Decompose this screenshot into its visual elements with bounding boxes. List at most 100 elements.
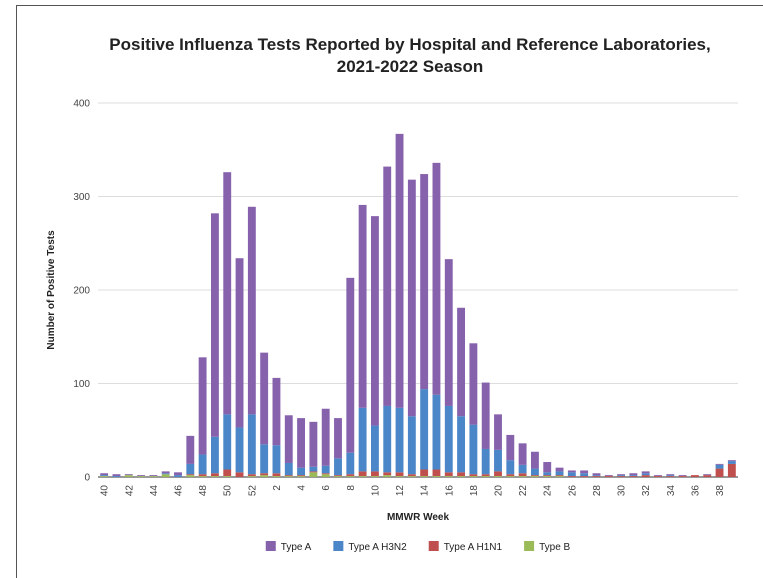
bar-segment [481,476,490,477]
bar-segment [580,473,589,477]
bar-segment [432,394,441,470]
bar-segment [543,472,552,476]
bar-segment [321,408,330,466]
bar-segment [383,405,392,473]
legend-label: Type B [539,542,570,553]
bar-segment [727,463,736,477]
bar-segment [334,418,342,459]
bar-segment [457,476,466,477]
x-tick-label: 46 [174,485,185,497]
bar-segment [444,476,453,477]
bar-segment [678,476,687,477]
bar-segment [309,471,318,473]
legend-swatch [333,541,344,551]
bar-segment [321,473,330,475]
bar-segment [100,475,109,477]
bar-segment [223,414,232,470]
bar-segment [395,133,404,408]
bar-segment [580,470,589,474]
bar-segment [592,473,601,476]
bar-segment [358,407,367,472]
x-tick-label: 52 [247,485,258,497]
bar-segment [186,475,195,477]
bar-segment [407,476,416,477]
x-tick-label: 26 [567,485,578,497]
bar-segment [297,418,306,468]
bar-segment [481,474,490,477]
bar-segment [727,460,736,462]
x-tick-label: 28 [592,485,603,497]
bar-segment [284,475,293,477]
bar-segment [420,174,429,390]
bar-segment [198,474,207,477]
bar-segment [235,472,244,477]
chart-title: Positive Influenza Tests Reported by Hos… [109,35,710,54]
x-tick-label: 48 [198,485,209,497]
bar-segment [715,463,724,465]
bar-segment [210,473,219,477]
bar-segment [457,472,466,477]
bar-segment [309,472,318,477]
bar-segment [555,467,564,472]
bar-segment [309,421,318,467]
bar-segment [124,474,133,476]
bar-segment [100,473,109,476]
y-tick-label: 400 [73,99,90,110]
legend-swatch [428,541,439,551]
x-tick-label: 14 [420,485,431,497]
bar-segment [370,476,379,477]
x-tick-label: 20 [494,485,505,497]
bar-segment [727,461,736,464]
bar-segment [247,206,256,415]
bar-segment [370,216,379,426]
bar-segment [137,476,146,477]
bar-segment [161,473,170,475]
bar-segment [186,435,195,464]
bar-segment [161,471,170,474]
y-axis-title: Number of Positive Tests [46,230,57,350]
x-tick-label: 42 [124,485,135,497]
bar-segment [469,476,478,477]
bar-segment [567,476,576,477]
bar-segment [444,405,453,473]
x-tick-label: 30 [617,485,628,497]
bar-segment [383,472,392,476]
bar-segment [161,474,170,477]
bar-segment [432,162,441,395]
bar-segment [690,475,699,477]
bar-segment [494,476,502,477]
bar-segment [654,476,662,477]
x-tick-label: 32 [641,485,652,497]
bar-segment [678,475,687,477]
bar-segment [100,476,109,477]
bar-segment [297,467,306,476]
bar-segment [518,464,527,474]
legend-label: Type A H1N1 [444,542,503,553]
x-tick-label: 16 [444,485,455,497]
bar-segment [518,476,527,477]
x-tick-label: 22 [518,485,529,497]
bar-segment [420,476,429,477]
bar-segment [481,382,490,449]
bar-segment [321,474,330,477]
bar-segment [321,465,330,474]
bar-segment [629,476,638,477]
bar-segment [247,476,256,477]
bar-segment [198,357,207,455]
bar-segment [469,474,478,477]
bar-segment [247,474,256,477]
bar-segment [383,166,392,406]
bar-segment [407,416,416,475]
bar-segment [272,473,281,477]
bar-segment [174,472,182,476]
bar-segment [309,466,318,472]
bar-segment [481,448,490,475]
bar-segment [272,445,281,474]
x-tick-label: 40 [100,485,111,497]
bar-segment [420,389,429,470]
bar-segment [494,471,502,477]
bar-segment [358,204,367,408]
bar-segment [260,473,269,476]
bar-segment [530,475,539,477]
bar-segment [112,474,121,477]
